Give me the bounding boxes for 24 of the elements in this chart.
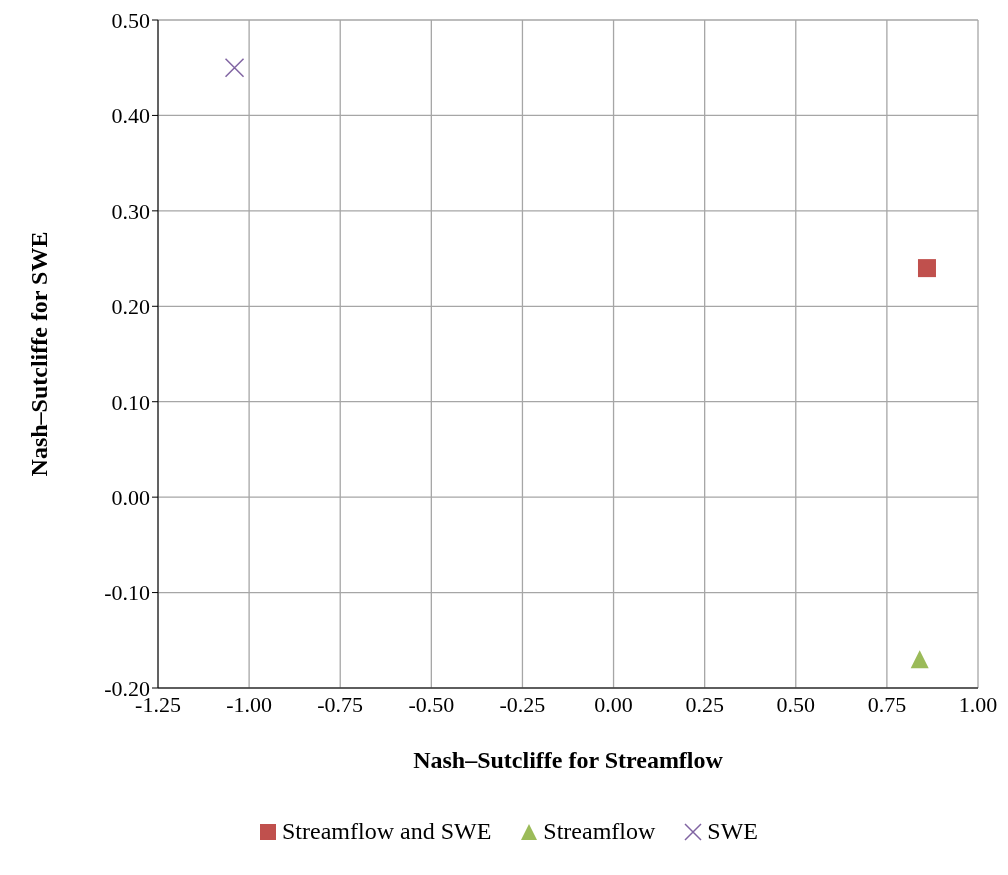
legend-label: SWE xyxy=(706,818,758,845)
x-tick-label: 1.00 xyxy=(958,691,998,717)
x-tick-label: 0.75 xyxy=(867,691,907,717)
legend-label: Streamflow xyxy=(542,818,656,845)
x-tick-label: -1.00 xyxy=(226,691,273,717)
y-tick-label: -0.10 xyxy=(104,580,150,606)
y-axis-title: Nash–Sutcliffe for SWE xyxy=(25,231,52,477)
y-tick-label: 0.10 xyxy=(111,389,150,415)
legend-label: Streamflow and SWE xyxy=(281,818,492,845)
y-tick-label: 0.50 xyxy=(111,7,150,33)
x-tick-label: -0.75 xyxy=(317,691,364,717)
x-tick-label: 0.50 xyxy=(776,691,816,717)
x-axis-title: Nash–Sutcliffe for Streamflow xyxy=(413,747,724,773)
y-tick-label: 0.30 xyxy=(111,198,150,224)
y-tick-label: 0.20 xyxy=(111,294,150,320)
point xyxy=(910,650,929,669)
x-tick-label: -0.50 xyxy=(408,691,455,717)
point xyxy=(224,57,245,78)
y-tick-label: 0.00 xyxy=(111,484,150,510)
x-tick-label: 0.00 xyxy=(594,691,633,717)
point xyxy=(917,259,936,278)
y-tick-label: 0.40 xyxy=(111,103,150,129)
x-tick-label: 0.25 xyxy=(685,691,724,717)
x-tick-label: -0.25 xyxy=(499,691,546,717)
